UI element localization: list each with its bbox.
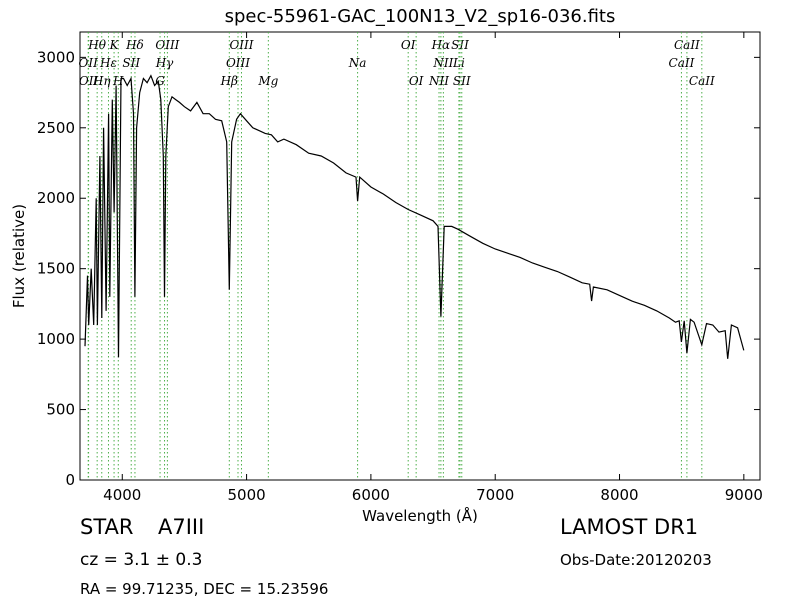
spectral-line-label: OI (409, 74, 424, 88)
spectral-line-label: CaII (669, 56, 695, 70)
x-tick-label: 7000 (476, 486, 514, 504)
y-tick-label: 2000 (37, 189, 75, 207)
spectral-line-label: NII (432, 56, 453, 70)
spectral-line-label: OIII (226, 56, 250, 70)
spectral-line-label: NII (428, 74, 449, 88)
spectral-line-label: Hη (92, 74, 111, 88)
y-tick-label: 0 (65, 471, 75, 489)
spectral-line-label: Hβ (220, 74, 238, 88)
y-tick-label: 1500 (37, 260, 75, 278)
spectral-line-label: OI (401, 38, 416, 52)
spectral-line-label: Hα (431, 38, 451, 52)
y-tick-label: 2500 (37, 119, 75, 137)
survey: LAMOST DR1 (560, 515, 698, 539)
spectral-line-label: Hγ (155, 56, 174, 70)
obs-date: Obs-Date:20120203 (560, 551, 712, 569)
spectral-line-label: H (112, 74, 124, 88)
y-axis-label: Flux (relative) (10, 204, 28, 308)
x-tick-label: 5000 (227, 486, 265, 504)
spectrum (84, 74, 745, 359)
spectral-line-label: SII (122, 56, 140, 70)
y-tick-label: 1000 (37, 330, 75, 348)
spectral-line-label: Hε (99, 56, 117, 70)
object-type: STAR (80, 515, 133, 539)
spectral-line-label: OII (79, 74, 99, 88)
y-tick-label: 3000 (37, 48, 75, 66)
spectral-line-label: OIII (229, 38, 253, 52)
x-tick-label: 9000 (725, 486, 763, 504)
spectral-line-label: Na (348, 56, 367, 70)
x-tick-label: 4000 (103, 486, 141, 504)
spectral-line-label: OII (79, 56, 99, 70)
spectral-line-label: CaII (689, 74, 715, 88)
spectral-line-label: SII (453, 74, 471, 88)
coordinates: RA = 99.71235, DEC = 15.23596 (80, 580, 328, 598)
spectral-line-label: Mg (257, 74, 278, 88)
spectral-line-label: SII (451, 38, 469, 52)
x-tick-label: 8000 (600, 486, 638, 504)
x-tick-label: 6000 (352, 486, 390, 504)
spectral-line-label: Li (452, 56, 465, 70)
spectral-line-label: OIII (155, 38, 179, 52)
plot-frame (79, 31, 761, 481)
redshift: cz = 3.1 ± 0.3 (80, 550, 202, 570)
spectral-line-label: Hθ (87, 38, 106, 52)
spectral-line-label: Hδ (125, 38, 144, 52)
object-class: A7III (158, 515, 204, 539)
x-axis-label: Wavelength (Å) (362, 506, 478, 525)
spectral-line-label: CaII (674, 38, 700, 52)
spectral-line-label: K (109, 38, 120, 52)
y-tick-label: 500 (46, 401, 75, 419)
chart-title: spec-55961-GAC_100N13_V2_sp16-036.fits (225, 6, 616, 27)
spectral-line-label: G (155, 74, 165, 88)
